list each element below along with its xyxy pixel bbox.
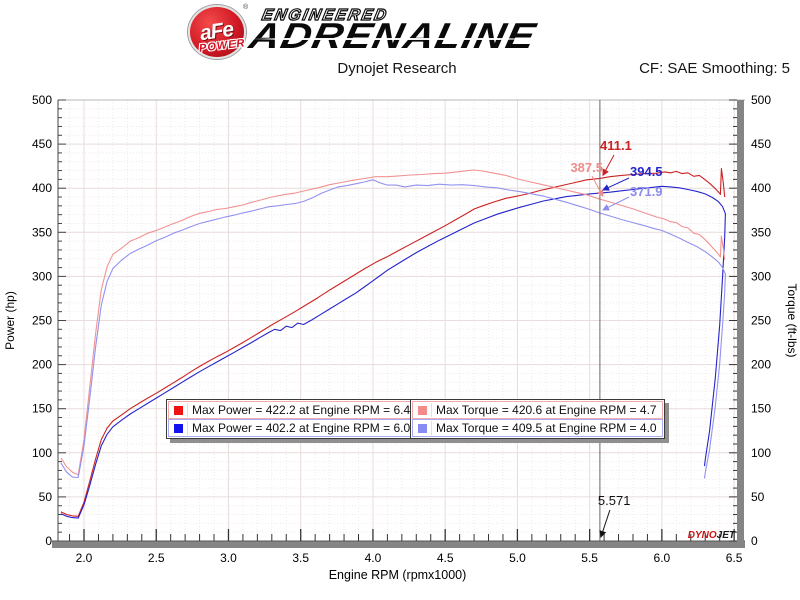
- svg-text:400: 400: [751, 181, 771, 195]
- legend-label: Max Power = 422.2 at Engine RPM = 6.4: [192, 403, 411, 417]
- cursor-readout-power-blue: 394.5: [630, 164, 663, 179]
- svg-text:2.5: 2.5: [148, 551, 165, 565]
- power-red-curve: [60, 168, 726, 517]
- svg-text:200: 200: [751, 358, 771, 372]
- legend-box-torque: Max Torque = 420.6 at Engine RPM = 4.7 M…: [410, 399, 665, 439]
- svg-text:3.5: 3.5: [292, 551, 309, 565]
- svg-text:4.5: 4.5: [437, 551, 454, 565]
- svg-text:450: 450: [751, 137, 771, 151]
- legend-item-max-torque-blue: Max Torque = 409.5 at Engine RPM = 4.0: [412, 419, 663, 437]
- cursor-rpm-label: 5.571: [598, 493, 631, 508]
- cursor-readout-torque-blue: 371.9: [630, 184, 663, 199]
- svg-text:250: 250: [32, 314, 52, 328]
- svg-text:200: 200: [32, 358, 52, 372]
- svg-text:50: 50: [751, 490, 765, 504]
- bottom-axis: 2.0 2.5 3.0 3.5 4.0 4.5 5.0 5.5 6.0 6.5 Engine RPM…: [52, 529, 745, 582]
- right-axis-title: Torque (ft-lbs): [785, 283, 799, 357]
- svg-text:500: 500: [32, 93, 52, 107]
- svg-text:2.0: 2.0: [76, 551, 93, 565]
- legend-item-max-power-blue: Max Power = 402.2 at Engine RPM = 6.0: [168, 419, 417, 437]
- left-axis: 0 50 100 150 200 250 300 350 400 450 500 Power (hp): [3, 93, 66, 548]
- legend-label: Max Power = 402.2 at Engine RPM = 6.0: [192, 421, 411, 435]
- svg-text:250: 250: [751, 314, 771, 328]
- svg-text:150: 150: [32, 402, 52, 416]
- svg-text:50: 50: [39, 490, 53, 504]
- svg-text:150: 150: [751, 402, 771, 416]
- cursor-readout-arrow: [602, 196, 630, 211]
- torque-blue-curve: [60, 179, 726, 479]
- cursor-readout-arrow: [591, 175, 604, 197]
- svg-text:0: 0: [751, 534, 758, 548]
- power-blue-curve: [60, 185, 726, 519]
- svg-text:5.0: 5.0: [509, 551, 526, 565]
- legend-label: Max Torque = 409.5 at Engine RPM = 4.0: [436, 421, 657, 435]
- torque-red-curve: [60, 169, 726, 476]
- x-axis-title: Engine RPM (rpmx1000): [329, 568, 467, 582]
- legend-box-power: Max Power = 422.2 at Engine RPM = 6.4 Ma…: [166, 399, 419, 439]
- svg-text:450: 450: [32, 137, 52, 151]
- power-red-swatch-icon: [173, 405, 183, 415]
- legend-item-max-power-red: Max Power = 422.2 at Engine RPM = 6.4: [168, 401, 417, 419]
- svg-text:350: 350: [751, 225, 771, 239]
- torque-blue-swatch-icon: [417, 423, 427, 433]
- svg-text:100: 100: [32, 446, 52, 460]
- svg-text:5.5: 5.5: [581, 551, 598, 565]
- svg-text:500: 500: [751, 93, 771, 107]
- cursor-readout-arrow: [602, 177, 630, 191]
- svg-text:6.5: 6.5: [726, 551, 743, 565]
- svg-text:300: 300: [751, 269, 771, 283]
- registered-trademark-icon: ®: [243, 4, 249, 11]
- smoothing-setting-label: CF: SAE Smoothing: 5: [639, 60, 790, 77]
- svg-text:400: 400: [32, 181, 52, 195]
- cursor-readout-torque-red: 387.5: [570, 160, 603, 175]
- svg-text:3.0: 3.0: [220, 551, 237, 565]
- chart-title: Dynojet Research: [337, 60, 457, 77]
- svg-text:0: 0: [45, 534, 52, 548]
- cursor-readout-arrow: [602, 154, 615, 177]
- torque-red-swatch-icon: [417, 405, 427, 415]
- legend-label: Max Torque = 420.6 at Engine RPM = 4.7: [436, 403, 657, 417]
- power-blue-swatch-icon: [173, 423, 183, 433]
- left-axis-title: Power (hp): [3, 291, 17, 350]
- svg-text:350: 350: [32, 225, 52, 239]
- cursor-rpm-arrow: [599, 509, 611, 538]
- svg-text:6.0: 6.0: [654, 551, 671, 565]
- afe-power-logo-badge: aFe: [188, 5, 246, 59]
- svg-text:300: 300: [32, 269, 52, 283]
- svg-text:100: 100: [751, 446, 771, 460]
- cursor-readout-power-red: 411.1: [600, 138, 632, 153]
- dynojet-watermark: DYNOJET: [688, 530, 736, 541]
- svg-text:4.0: 4.0: [365, 551, 382, 565]
- right-axis: 0 50 100 150 200 250 300 350 400 450 500 Torque (ft…: [729, 93, 799, 548]
- legend-item-max-torque-red: Max Torque = 420.6 at Engine RPM = 4.7: [412, 401, 663, 419]
